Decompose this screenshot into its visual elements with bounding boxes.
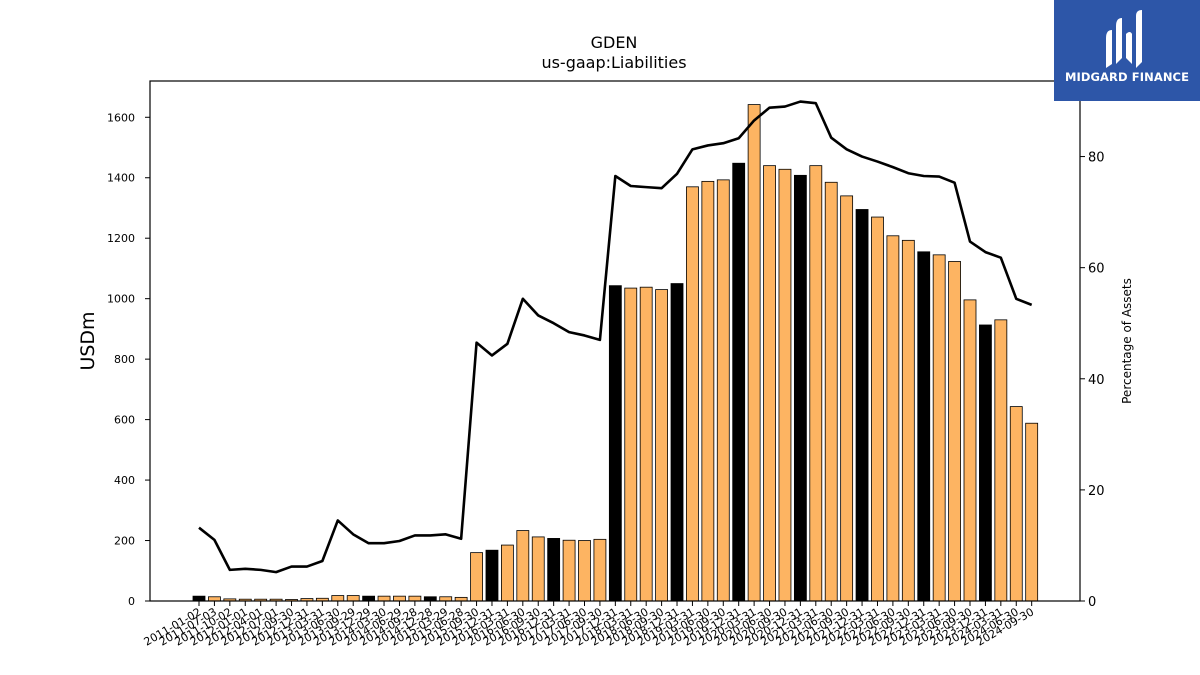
bar [716,179,730,602]
bar [871,216,884,602]
bar [886,235,900,602]
bar [932,254,946,602]
bar [439,596,453,602]
bar [423,596,437,602]
x-axis: 2011-01-022011-07-032011-10-022012-01-01… [142,601,1036,649]
y2-tick-label: 60 [1088,262,1105,277]
bar [809,165,823,602]
bar [331,595,345,602]
y-tick-label: 200 [114,535,135,548]
bar [732,162,746,602]
bar [778,168,792,602]
percentage-line-series [198,100,1033,574]
bar [701,180,715,602]
bar [639,286,653,602]
bar [655,289,668,602]
bar [747,104,761,602]
bar [408,595,422,602]
y-tick-label: 1000 [107,293,135,306]
bar [562,539,576,602]
y2-tick-label: 80 [1088,151,1105,166]
bar [547,538,561,602]
y-tick-label: 800 [114,353,135,366]
bar [362,595,376,602]
y-axis-label: USDm [77,311,99,370]
bar [840,195,854,602]
bar [346,595,360,602]
bar [963,299,977,602]
bar [979,324,992,602]
y-tick-label: 1600 [107,111,135,124]
y2-tick-label: 0 [1088,595,1096,610]
y-tick-label: 1400 [107,172,135,185]
bar [917,251,931,602]
y-tick-label: 600 [114,414,135,427]
chart-subtitle: us-gaap:Liabilities [541,53,686,72]
y-tick-label: 0 [128,595,135,608]
chart-title: GDEN [591,33,638,52]
bar [470,552,483,602]
bar [485,549,499,602]
midgard-logo-icon [1106,10,1142,68]
bar [855,209,869,602]
bar [377,595,391,602]
y2-tick-label: 20 [1088,484,1105,499]
y-tick-label: 1200 [107,232,135,245]
bar [901,239,915,602]
bar [192,595,206,602]
bar [948,261,961,602]
bar [578,540,591,602]
bar [531,536,545,602]
bar [393,595,406,602]
y2-tick-label: 40 [1088,373,1105,388]
bar [593,538,607,602]
bar [500,544,514,602]
bar [1009,406,1023,602]
bar [670,283,684,602]
y-axis-left: 0 200 400 600 800 1000 1200 1400 1600 [107,111,150,608]
y-tick-label: 400 [114,474,135,487]
y2-axis-label: Percentage of Assets [1120,278,1134,404]
bar [516,530,530,602]
bar [994,319,1008,602]
bar [763,165,776,602]
bar [686,186,699,602]
brand-logo-text: MIDGARD FINANCE [1064,70,1190,84]
brand-logo: MIDGARD FINANCE [1054,0,1200,101]
bar [793,174,807,602]
bar [608,285,622,602]
bar [624,287,638,602]
percentage-line [198,100,1033,574]
bar [1025,422,1039,602]
bar [824,181,838,602]
bar [208,596,221,602]
y-axis-right: 0 20 40 60 80 [1080,151,1105,610]
